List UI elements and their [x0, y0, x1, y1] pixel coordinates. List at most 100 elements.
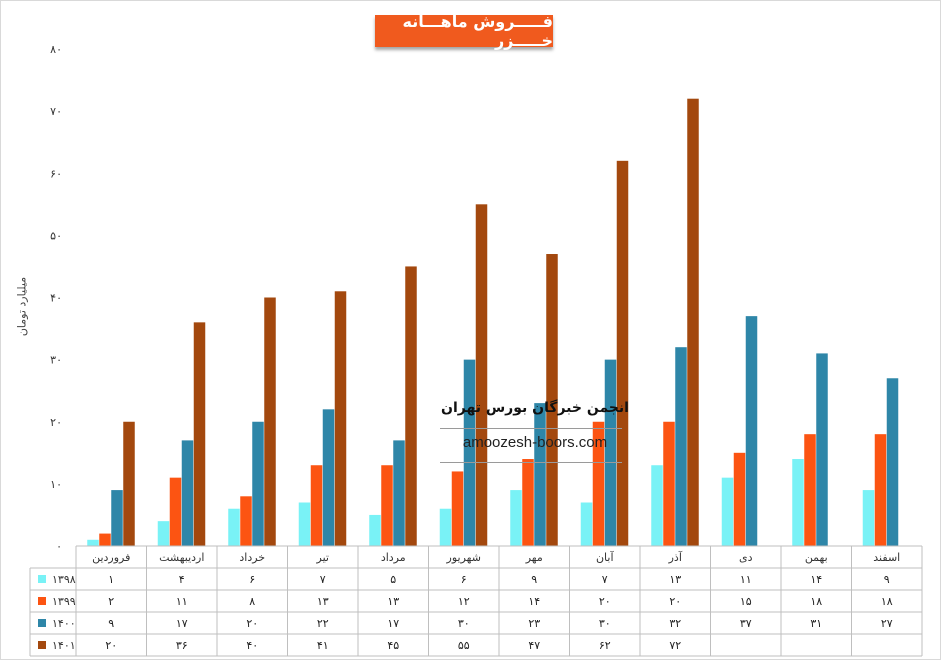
y-tick-label: ۸۰ [50, 43, 62, 56]
bar-0-0 [87, 539, 99, 546]
table-cell-value: ۷۲ [669, 639, 681, 652]
table-cell-value: ۶۲ [599, 639, 611, 652]
bar-1-4 [381, 465, 393, 546]
y-tick-label: ۳۰ [50, 354, 62, 367]
bar-3-1 [193, 322, 206, 546]
bar-0-1 [157, 521, 170, 546]
bar-2-2 [252, 421, 264, 546]
table-cell-value: ۳۱ [810, 617, 822, 630]
y-tick-label: ۶۰ [50, 167, 62, 180]
table-cell-value: ۲۷ [881, 617, 893, 630]
table-cell-value: ۴ [179, 573, 185, 586]
bar-3-6 [546, 254, 558, 546]
table-cell-value: ۴۱ [317, 639, 329, 652]
table-cell-value: ۱۳ [387, 595, 399, 608]
table-cell-value: ۹ [108, 617, 114, 630]
bar-2-7 [604, 359, 617, 546]
table-cell-value: ۱۵ [740, 595, 752, 608]
category-label: فروردین [92, 551, 130, 564]
table-cell-value: ۶ [461, 573, 467, 586]
category-label: تیر [316, 551, 329, 564]
category-label: آبان [596, 550, 614, 564]
legend-swatch-2 [38, 619, 46, 627]
watermark-rule-top [440, 428, 622, 429]
table-cell-value: ۳۷ [740, 617, 752, 630]
chart-title: فـــــروش ماهـــانه خـــــزر [375, 12, 553, 50]
table-cell-value: ۱۴ [528, 595, 540, 608]
legend-series-name: ۱۳۹۹ [52, 595, 76, 608]
bar-0-11 [862, 490, 875, 546]
table-cell-value: ۲۰ [105, 639, 117, 652]
bar-1-9 [733, 452, 746, 546]
bar-3-0 [123, 421, 135, 546]
y-axis-label: میلیارد تومان [15, 276, 29, 337]
table-cell-value: ۱۱ [176, 595, 188, 608]
watermark-rule-bottom [440, 462, 622, 463]
bar-3-7 [616, 160, 629, 546]
table-cell-value: ۱۳ [669, 573, 681, 586]
table-cell-value: ۲ [108, 595, 114, 608]
legend-swatch-0 [38, 575, 46, 583]
bar-3-3 [334, 291, 347, 546]
bar-1-6 [522, 459, 534, 546]
bar-2-4 [393, 440, 405, 546]
legend-swatch-3 [38, 641, 46, 649]
bar-2-3 [322, 409, 335, 546]
bar-3-8 [687, 98, 699, 546]
bar-0-10 [792, 459, 804, 546]
category-label: بهمن [805, 551, 828, 564]
bar-2-8 [675, 347, 687, 546]
category-label: مهر [525, 551, 543, 564]
category-label: شهریور [446, 551, 481, 564]
y-tick-label: ۱۰ [50, 478, 62, 491]
table-cell-value: ۱۸ [881, 595, 893, 608]
category-label: آذر [668, 550, 683, 564]
table-cell-value: ۴۰ [246, 639, 258, 652]
legend-swatch-1 [38, 597, 46, 605]
table-cell-value: ۸ [249, 595, 255, 608]
legend-series-name: ۱۴۰۰ [52, 617, 76, 630]
table-cell-value: ۵۵ [458, 639, 470, 652]
bar-2-10 [816, 353, 828, 546]
bar-2-9 [745, 316, 758, 546]
bar-3-4 [405, 266, 417, 546]
table-cell-value: ۱ [108, 573, 114, 586]
legend-series-name: ۱۳۹۸ [52, 573, 76, 586]
bar-0-2 [228, 508, 240, 546]
bar-0-3 [298, 502, 311, 546]
table-cell-value: ۱۳ [317, 595, 329, 608]
legend-series-name: ۱۴۰۱ [52, 639, 76, 652]
table-cell-value: ۲۰ [669, 595, 681, 608]
table-cell-value: ۱۷ [176, 617, 188, 630]
table-cell-value: ۳۶ [176, 639, 188, 652]
category-label: دی [739, 551, 753, 564]
table-cell-value: ۱۸ [810, 595, 822, 608]
bar-2-6 [534, 403, 546, 546]
bar-1-7 [592, 421, 605, 546]
bar-0-4 [369, 514, 381, 546]
table-cell-value: ۵ [390, 573, 396, 586]
category-label: مرداد [381, 551, 406, 564]
bar-3-5 [475, 204, 488, 546]
bar-3-2 [264, 297, 276, 546]
y-tick-label: ۲۰ [50, 416, 62, 429]
y-tick-label: ۷۰ [50, 105, 62, 118]
bar-1-1 [169, 477, 182, 546]
bar-2-1 [181, 440, 194, 546]
bar-2-11 [886, 378, 899, 546]
bar-0-6 [510, 490, 522, 546]
table-cell-value: ۹ [884, 573, 890, 586]
category-label: اسفند [873, 551, 900, 564]
table-cell-value: ۲۳ [528, 617, 540, 630]
table-cell-value: ۴۵ [387, 639, 399, 652]
table-cell-value: ۱۲ [458, 595, 470, 608]
table-cell-value: ۹ [531, 573, 537, 586]
table-cell-value: ۷ [602, 573, 608, 586]
bar-2-5 [463, 359, 476, 546]
table-cell-value: ۳۰ [458, 617, 470, 630]
bar-0-5 [439, 508, 452, 546]
table-cell-value: ۲۰ [599, 595, 611, 608]
